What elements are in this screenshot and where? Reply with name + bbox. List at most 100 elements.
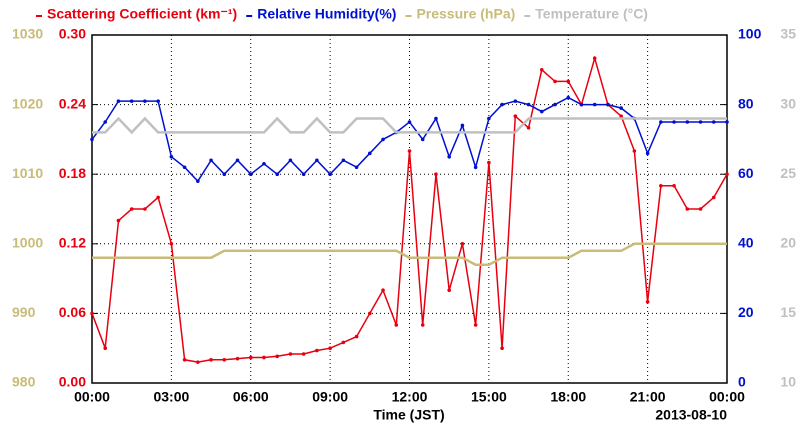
- y-tick-label: 30: [780, 95, 796, 111]
- data-point: [341, 158, 346, 163]
- data-point: [579, 102, 584, 107]
- data-point: [645, 300, 650, 304]
- data-point: [90, 137, 94, 142]
- data-point: [222, 172, 227, 176]
- x-tick-label: 06:00: [233, 389, 269, 405]
- data-point: [539, 68, 544, 72]
- data-point: [90, 311, 94, 316]
- y-tick-label: 1020: [12, 95, 43, 111]
- y-tick-label: 35: [780, 26, 796, 42]
- data-point: [209, 158, 213, 163]
- data-point: [460, 242, 465, 246]
- series-line: [92, 116, 727, 135]
- data-point: [394, 323, 399, 327]
- data-point: [368, 151, 372, 156]
- data-point: [209, 358, 213, 362]
- data-point: [301, 352, 306, 356]
- data-point: [288, 158, 293, 163]
- data-point: [698, 207, 703, 211]
- date-label: 2013-08-10: [655, 407, 727, 423]
- x-tick-label: 09:00: [312, 389, 348, 405]
- data-point: [539, 109, 544, 114]
- data-point: [606, 102, 610, 107]
- data-point: [420, 137, 425, 142]
- data-point: [235, 158, 240, 163]
- x-tick-label: 03:00: [153, 389, 189, 405]
- data-point: [473, 165, 478, 170]
- data-point: [566, 79, 571, 84]
- data-point: [513, 99, 518, 103]
- data-point: [248, 172, 253, 176]
- data-point: [513, 114, 518, 118]
- data-point: [632, 149, 637, 153]
- data-point: [328, 346, 332, 351]
- series-line: [92, 242, 727, 266]
- data-point: [711, 120, 716, 124]
- data-point: [288, 352, 293, 356]
- y-tick-label: 15: [780, 304, 796, 320]
- data-point: [301, 172, 306, 176]
- data-point: [672, 184, 676, 188]
- data-point: [659, 184, 663, 188]
- data-point: [487, 160, 491, 165]
- data-point: [315, 348, 319, 353]
- data-point: [116, 218, 121, 223]
- data-point: [526, 102, 531, 107]
- y-tick-label: 80: [738, 95, 754, 111]
- x-tick-label: 12:00: [392, 389, 428, 405]
- data-point: [592, 102, 597, 107]
- data-point: [381, 288, 385, 293]
- y-tick-label: 1010: [12, 165, 43, 181]
- data-point: [156, 195, 160, 200]
- x-axis-label: Time (JST): [373, 407, 444, 423]
- data-point: [685, 207, 690, 211]
- data-point: [473, 323, 478, 327]
- y-tick-label: 0.30: [59, 26, 86, 42]
- legend-label: Relative Humidity(%): [257, 6, 396, 22]
- y-tick-label: 990: [12, 304, 36, 320]
- y-tick-label: 0.18: [59, 165, 86, 181]
- data-point: [553, 102, 557, 107]
- data-point: [169, 155, 174, 159]
- data-point: [354, 334, 359, 339]
- y-tick-label: 20: [780, 235, 796, 251]
- data-point: [725, 120, 729, 124]
- data-point: [129, 207, 134, 211]
- data-point: [407, 120, 412, 124]
- data-point: [222, 358, 227, 362]
- y-tick-label: 0.24: [59, 95, 86, 111]
- data-point: [262, 355, 266, 360]
- data-point: [659, 120, 663, 124]
- data-point: [672, 120, 676, 124]
- data-point: [182, 165, 187, 170]
- x-tick-label: 18:00: [550, 389, 586, 405]
- y-tick-label: 10: [780, 374, 796, 390]
- data-point: [566, 95, 571, 100]
- data-point: [262, 161, 266, 166]
- data-point: [381, 137, 385, 142]
- y-tick-label: 0.12: [59, 235, 86, 251]
- y-tick-label: 0.06: [59, 304, 86, 320]
- y-tick-label: 1030: [12, 26, 43, 42]
- y-tick-label: 980: [12, 374, 36, 390]
- data-point: [156, 99, 160, 103]
- data-point: [619, 106, 623, 110]
- data-point: [407, 149, 412, 153]
- data-point: [275, 172, 280, 176]
- data-point: [354, 165, 359, 170]
- data-point: [182, 358, 187, 362]
- data-point: [434, 172, 438, 176]
- x-tick-label: 00:00: [74, 389, 110, 405]
- data-point: [129, 99, 134, 103]
- data-point: [434, 116, 438, 121]
- data-point: [645, 151, 650, 156]
- data-point: [553, 79, 557, 84]
- data-point: [235, 356, 240, 361]
- data-point: [420, 323, 425, 327]
- y-tick-label: 60: [738, 165, 754, 181]
- data-point: [143, 99, 147, 103]
- data-point: [487, 116, 491, 121]
- data-point: [447, 288, 451, 293]
- y-tick-label: 25: [780, 165, 796, 181]
